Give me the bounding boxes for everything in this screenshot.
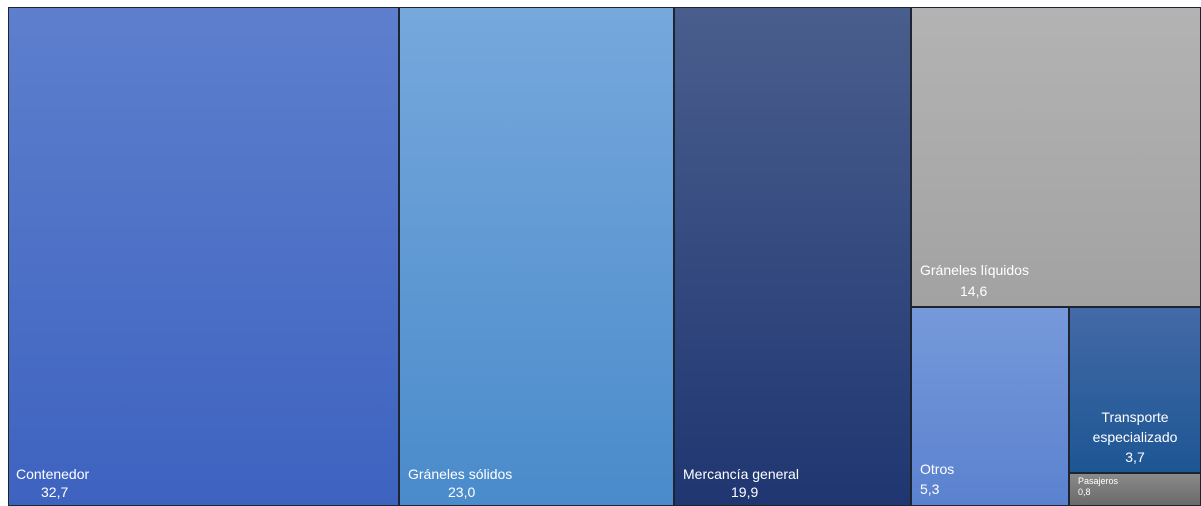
tile-label: Gráneles líquidos bbox=[920, 262, 1029, 278]
tile-label: Otros bbox=[920, 461, 955, 477]
tile-label: Transporte especializado bbox=[1092, 409, 1178, 445]
treemap-tile-graneles-liquidos: Gráneles líquidos 14,6 bbox=[911, 7, 1201, 307]
tile-value: 23,0 bbox=[448, 484, 476, 500]
treemap-tile-pasajeros: Pasajeros 0,8 bbox=[1069, 473, 1201, 506]
treemap-tile-mercancia-general: Mercancía general 19,9 bbox=[674, 7, 911, 506]
treemap-tile-transporte-especializado: Transporte especializado 3,7 bbox=[1069, 307, 1201, 473]
treemap-tile-graneles-solidos: Gráneles sólidos 23,0 bbox=[399, 7, 674, 506]
tile-value: 3,7 bbox=[1125, 449, 1145, 465]
tile-value: 19,9 bbox=[731, 484, 759, 500]
treemap-tile-otros: Otros 5,3 bbox=[911, 307, 1069, 506]
tile-value: 14,6 bbox=[960, 283, 988, 299]
tile-label: Contenedor bbox=[16, 466, 90, 482]
tile-label: Gráneles sólidos bbox=[408, 466, 513, 482]
tile-label: Mercancía general bbox=[683, 466, 799, 482]
tile-value: 0,8 bbox=[1078, 487, 1091, 497]
tile-value: 32,7 bbox=[41, 484, 69, 500]
tile-label: Pasajeros bbox=[1078, 476, 1119, 486]
treemap-tile-contenedor: Contenedor 32,7 bbox=[8, 7, 399, 506]
tile-value: 5,3 bbox=[920, 481, 940, 497]
